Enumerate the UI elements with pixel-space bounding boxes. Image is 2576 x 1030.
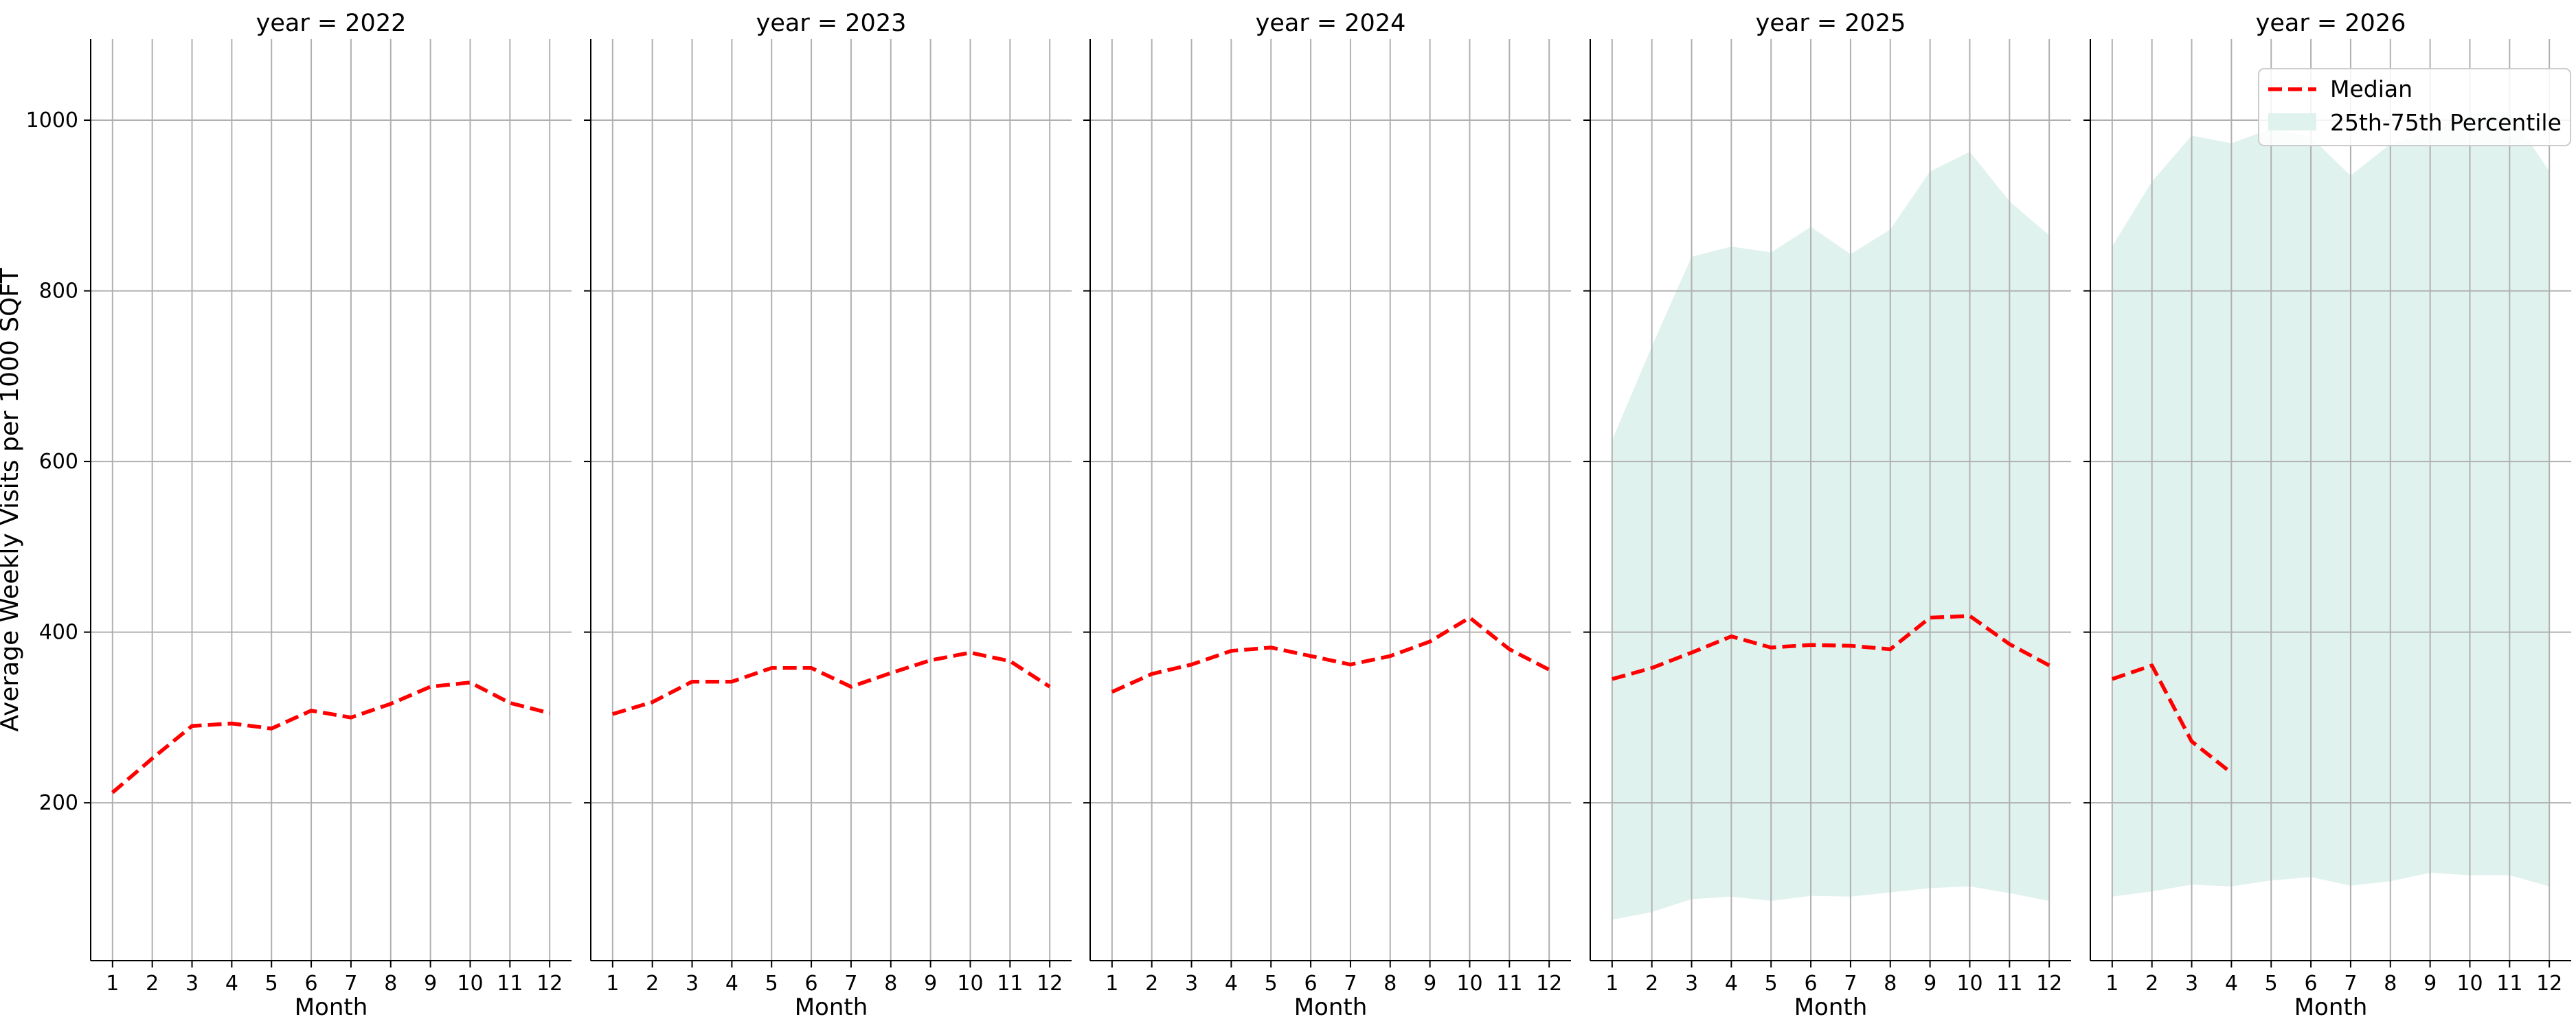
x-tick-label: 1 <box>2105 972 2119 996</box>
x-tick-label: 7 <box>1844 972 1857 996</box>
x-tick-label: 4 <box>725 972 738 996</box>
x-tick-label: 4 <box>1225 972 1238 996</box>
x-tick-label: 4 <box>2225 972 2238 996</box>
panel-title: year = 2025 <box>1756 10 1906 37</box>
x-axis-label: Month <box>2294 994 2368 1021</box>
x-tick-label: 6 <box>305 972 318 996</box>
legend-band-label: 25th-75th Percentile <box>2330 109 2562 136</box>
legend: Median 25th-75th Percentile <box>2258 68 2571 146</box>
y-tick-label: 200 <box>39 791 78 815</box>
x-axis-label: Month <box>1294 994 1368 1021</box>
legend-band-swatch <box>2268 113 2316 130</box>
x-tick-label: 4 <box>1725 972 1738 996</box>
y-tick-label: 400 <box>39 621 78 645</box>
x-tick-label: 11 <box>1996 972 2022 996</box>
x-tick-label: 9 <box>924 972 937 996</box>
x-tick-label: 1 <box>106 972 119 996</box>
x-tick-label: 7 <box>844 972 857 996</box>
percentile-band <box>2112 111 2550 897</box>
legend-median-label: Median <box>2330 76 2413 102</box>
x-tick-label: 8 <box>884 972 897 996</box>
panel-title: year = 2022 <box>256 10 407 37</box>
x-tick-label: 4 <box>225 972 238 996</box>
x-tick-label: 9 <box>2424 972 2437 996</box>
x-tick-label: 2 <box>146 972 159 996</box>
median-line <box>111 680 550 794</box>
x-tick-label: 9 <box>1423 972 1436 996</box>
y-tick-label: 800 <box>39 279 78 304</box>
x-tick-label: 6 <box>1304 972 1318 996</box>
x-tick-label: 3 <box>2185 972 2198 996</box>
x-tick-label: 10 <box>457 972 483 996</box>
percentile-band <box>1612 152 2050 920</box>
y-axis-label: Average Weekly Visits per 1000 SQFT <box>0 267 24 731</box>
x-tick-label: 12 <box>1037 972 1063 996</box>
x-tick-label: 12 <box>2036 972 2062 996</box>
x-tick-label: 9 <box>1923 972 1936 996</box>
x-tick-label: 10 <box>1956 972 1982 996</box>
x-tick-label: 12 <box>2536 972 2562 996</box>
x-tick-label: 2 <box>1645 972 1658 996</box>
x-tick-label: 3 <box>1685 972 1698 996</box>
x-tick-label: 8 <box>2384 972 2397 996</box>
x-tick-label: 10 <box>957 972 983 996</box>
x-tick-label: 11 <box>497 972 523 996</box>
median-line <box>612 650 1051 716</box>
x-tick-label: 1 <box>606 972 619 996</box>
x-tick-label: 12 <box>536 972 563 996</box>
panel-title: year = 2023 <box>756 10 907 37</box>
x-tick-label: 3 <box>1185 972 1198 996</box>
x-tick-label: 2 <box>1145 972 1158 996</box>
x-tick-label: 3 <box>185 972 199 996</box>
x-tick-label: 7 <box>1344 972 1357 996</box>
x-tick-label: 5 <box>765 972 778 996</box>
x-tick-label: 2 <box>2145 972 2158 996</box>
x-tick-label: 11 <box>1496 972 1522 996</box>
legend-box <box>2258 68 2571 146</box>
x-tick-label: 2 <box>646 972 659 996</box>
x-axis-label: Month <box>295 994 368 1021</box>
x-tick-label: 6 <box>805 972 818 996</box>
x-axis-label: Month <box>795 994 868 1021</box>
y-tick-label: 600 <box>39 450 78 474</box>
x-tick-label: 10 <box>2456 972 2483 996</box>
x-tick-label: 7 <box>2344 972 2357 996</box>
x-tick-label: 8 <box>1383 972 1397 996</box>
median-line <box>1111 615 1550 694</box>
panel-title: year = 2026 <box>2256 10 2406 37</box>
panel-title: year = 2024 <box>1256 10 1406 37</box>
y-tick-label: 1000 <box>26 108 78 133</box>
x-tick-label: 11 <box>2496 972 2522 996</box>
x-tick-label: 5 <box>1265 972 1278 996</box>
x-tick-label: 5 <box>2265 972 2278 996</box>
x-tick-label: 8 <box>384 972 397 996</box>
x-tick-label: 7 <box>344 972 357 996</box>
x-tick-label: 1 <box>1605 972 1618 996</box>
x-axis-label: Month <box>1794 994 1868 1021</box>
x-tick-label: 8 <box>1884 972 1897 996</box>
x-tick-label: 5 <box>265 972 278 996</box>
x-tick-label: 11 <box>997 972 1023 996</box>
median-line <box>1612 614 2050 681</box>
x-tick-label: 5 <box>1765 972 1778 996</box>
x-tick-label: 9 <box>424 972 437 996</box>
x-tick-label: 6 <box>2305 972 2318 996</box>
median-line <box>2111 663 2233 775</box>
x-tick-label: 6 <box>1805 972 1818 996</box>
x-tick-label: 10 <box>1456 972 1482 996</box>
x-tick-label: 12 <box>1536 972 1562 996</box>
x-tick-label: 1 <box>1105 972 1118 996</box>
x-tick-label: 3 <box>686 972 699 996</box>
